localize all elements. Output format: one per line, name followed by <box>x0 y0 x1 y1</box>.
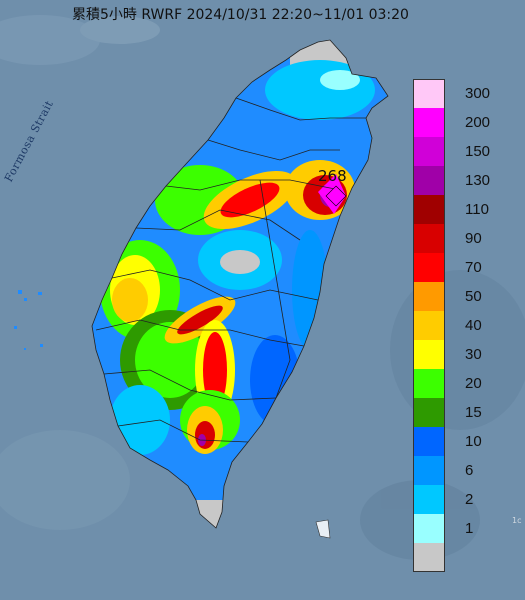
legend-swatch <box>413 195 445 224</box>
legend-label: 130 <box>465 172 491 189</box>
legend-swatch <box>413 543 445 572</box>
legend-swatch <box>413 311 445 340</box>
legend-row: 1 <box>413 514 521 543</box>
legend-label: 30 <box>465 346 482 363</box>
legend-label: 200 <box>465 114 491 131</box>
peak-value-label: 268 <box>318 167 347 185</box>
legend-row: 15 <box>413 398 521 427</box>
legend-label: 70 <box>465 259 482 276</box>
legend-swatch <box>413 137 445 166</box>
color-legend: 300 200 150 130 110 90 70 50 40 30 20 15 10 6 2 1 <box>413 79 521 575</box>
legend-swatch <box>413 79 445 108</box>
legend-row: 200 <box>413 108 521 137</box>
legend-label: 50 <box>465 288 482 305</box>
legend-swatch <box>413 456 445 485</box>
legend-swatch <box>413 340 445 369</box>
legend-label: 1 <box>465 520 474 537</box>
legend-row: 90 <box>413 224 521 253</box>
legend-swatch <box>413 108 445 137</box>
legend-swatch <box>413 485 445 514</box>
legend-label: 300 <box>465 85 491 102</box>
legend-swatch <box>413 282 445 311</box>
legend-label: 20 <box>465 375 482 392</box>
legend-swatch <box>413 398 445 427</box>
legend-row: 2 <box>413 485 521 514</box>
legend-row: 110 <box>413 195 521 224</box>
legend-swatch <box>413 253 445 282</box>
legend-row: 6 <box>413 456 521 485</box>
legend-row: 130 <box>413 166 521 195</box>
legend-row: 150 <box>413 137 521 166</box>
legend-label: 40 <box>465 317 482 334</box>
legend-row: 50 <box>413 282 521 311</box>
legend-row: 40 <box>413 311 521 340</box>
legend-swatch <box>413 369 445 398</box>
corner-mark: 1c <box>512 516 522 525</box>
legend-swatch <box>413 514 445 543</box>
legend-row: 10 <box>413 427 521 456</box>
legend-label: 15 <box>465 404 482 421</box>
legend-label: 10 <box>465 433 482 450</box>
legend-row: 70 <box>413 253 521 282</box>
legend-label: 2 <box>465 491 474 508</box>
legend-row: 30 <box>413 340 521 369</box>
legend-row: 20 <box>413 369 521 398</box>
map-title: 累積5小時 RWRF 2024/10/31 22:20~11/01 03:20 <box>72 7 409 23</box>
legend-label: 6 <box>465 462 474 479</box>
legend-label: 110 <box>465 201 489 218</box>
legend-label: 150 <box>465 143 491 160</box>
legend-swatch <box>413 427 445 456</box>
legend-swatch <box>413 166 445 195</box>
legend-label: 90 <box>465 230 482 247</box>
peak-marker <box>325 185 347 207</box>
legend-row <box>413 543 521 572</box>
legend-swatch <box>413 224 445 253</box>
legend-row: 300 <box>413 79 521 108</box>
